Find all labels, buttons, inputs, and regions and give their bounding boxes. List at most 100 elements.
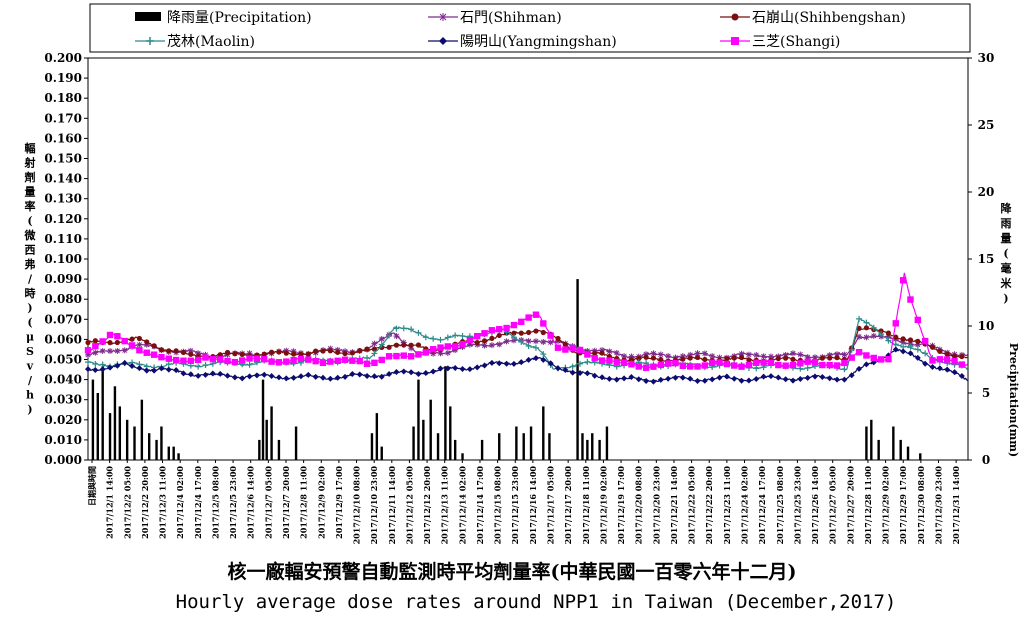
series-marker — [297, 373, 304, 380]
series-marker — [150, 351, 158, 358]
series-marker — [268, 349, 275, 355]
axis-title-char: h — [26, 389, 34, 402]
series-marker — [430, 350, 437, 357]
axis-title-char: 率 — [25, 199, 36, 213]
series-marker — [848, 354, 855, 361]
axis-title-char: 米 — [1000, 276, 1013, 290]
series-marker — [224, 372, 231, 379]
precipitation-bar — [576, 279, 579, 460]
axis-title-char: 輻 — [25, 141, 36, 155]
series-marker — [327, 358, 334, 365]
series-marker — [569, 369, 576, 376]
series-marker — [937, 348, 943, 354]
series-marker — [386, 371, 393, 378]
series-marker — [474, 332, 481, 340]
series-marker — [731, 362, 738, 369]
series-marker — [658, 356, 664, 363]
series-marker — [746, 357, 752, 363]
precipitation-bar — [444, 366, 447, 460]
series-marker — [481, 330, 488, 337]
series-marker — [510, 337, 517, 344]
series-marker — [276, 349, 282, 355]
chart-subtitle: Hourly average dose rates around NPP1 in… — [176, 591, 897, 613]
precipitation-bar — [605, 426, 609, 460]
left-tick-label: 0.140 — [44, 172, 82, 186]
series-marker — [943, 356, 951, 363]
series-marker — [680, 356, 686, 362]
series-marker — [753, 359, 760, 366]
x-tick-label: 2017/12/9 02:00 — [316, 466, 326, 539]
series-marker — [503, 338, 510, 345]
x-tick-label: 2017/12/22 05:00 — [687, 466, 697, 545]
precipitation-bar — [870, 419, 873, 460]
series-marker — [429, 346, 437, 353]
left-tick-label: 0.170 — [44, 111, 82, 125]
series-marker — [613, 358, 620, 366]
series-marker — [290, 374, 297, 381]
axis-title-char: 雨 — [1001, 217, 1012, 230]
precipitation-bar — [160, 426, 163, 460]
precipitation-bar — [113, 386, 117, 460]
series-marker — [231, 358, 239, 366]
series-marker — [863, 325, 870, 331]
left-tick-label: 0.040 — [44, 373, 82, 387]
precipitation-bar — [515, 426, 518, 460]
axis-title-char: 微 — [24, 228, 37, 242]
x-tick-label: 2017/12/27 05:00 — [828, 466, 838, 545]
series-marker — [107, 340, 113, 346]
right-tick-label: 20 — [978, 185, 995, 199]
series-marker — [165, 366, 172, 373]
series-marker — [694, 363, 701, 370]
precipitation-bars — [91, 279, 922, 460]
series-marker — [246, 361, 253, 368]
x-tick-label: 2017/12/13 11:00 — [440, 466, 450, 545]
series-marker — [283, 375, 290, 382]
x-tick-label: 2017/12/25 08:00 — [775, 466, 785, 545]
precipitation-bar — [270, 406, 273, 460]
series-marker — [767, 373, 774, 380]
precipitation-bar — [412, 426, 415, 460]
series-marker — [665, 353, 672, 360]
axis-title-char: μ — [26, 331, 34, 344]
axis-title-char: / — [28, 374, 33, 387]
left-tick-label: 0.060 — [44, 332, 82, 346]
series-marker — [518, 338, 525, 345]
precipitation-bar — [892, 426, 895, 460]
series-marker — [877, 356, 885, 363]
legend: 降雨量(Precipitation) 石門(Shihman) 石崩山(Shihben… — [89, 3, 971, 53]
series-marker — [657, 376, 664, 383]
series-marker — [525, 338, 532, 345]
series-marker — [253, 355, 261, 362]
series-marker — [231, 374, 238, 381]
series-marker — [936, 365, 943, 372]
series-marker — [459, 365, 466, 372]
series-marker — [408, 345, 415, 352]
series-marker — [452, 347, 459, 354]
x-tick-label: 2017/12/17 20:00 — [563, 466, 573, 545]
series-marker — [158, 365, 165, 372]
series-marker — [804, 374, 811, 381]
series-marker — [378, 335, 385, 342]
series-marker — [870, 354, 877, 362]
series-marker — [907, 296, 914, 303]
x-tick-label: 2017/12/26 14:00 — [810, 466, 820, 545]
series-marker — [298, 351, 304, 357]
series-marker — [151, 343, 157, 349]
legend-marker — [439, 37, 447, 45]
x-tick-label: 2017/12/6 14:00 — [246, 466, 256, 539]
series-marker — [701, 362, 709, 369]
axis-title-char: 量 — [25, 186, 36, 199]
series-marker — [357, 348, 363, 354]
series-marker — [789, 361, 797, 369]
precipitation-bar — [919, 453, 922, 460]
series-marker — [620, 359, 628, 366]
x-tick-label: 2017/12/19 02:00 — [598, 466, 608, 545]
series-marker — [834, 351, 841, 358]
series-marker — [753, 365, 760, 372]
chart-title: 核一廠輻安預警自動監測時平均劑量率(中華民國一百零六年十二月) — [228, 560, 797, 583]
series-marker — [99, 347, 106, 354]
series-marker — [503, 324, 510, 332]
series-marker — [217, 370, 224, 377]
series-marker — [459, 340, 466, 348]
series-marker — [621, 375, 628, 382]
